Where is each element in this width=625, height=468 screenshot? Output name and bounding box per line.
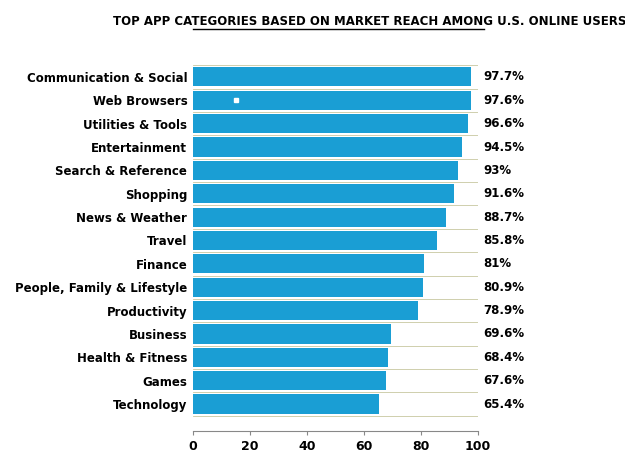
Bar (192, 395, 478, 414)
Bar (192, 395, 379, 414)
Text: 96.6%: 96.6% (484, 117, 525, 130)
Bar (192, 91, 471, 110)
Bar (192, 254, 424, 273)
Bar (192, 278, 478, 297)
Bar (192, 138, 462, 157)
Bar (192, 278, 424, 297)
Text: 94.5%: 94.5% (484, 140, 525, 154)
Bar (192, 324, 391, 344)
Text: 91.6%: 91.6% (484, 187, 524, 200)
Bar (192, 184, 478, 203)
Bar (192, 231, 438, 250)
Text: 81%: 81% (484, 257, 512, 271)
Text: 78.9%: 78.9% (484, 304, 524, 317)
Bar (192, 114, 468, 133)
Bar (192, 254, 478, 273)
Text: 88.7%: 88.7% (484, 211, 524, 224)
Text: 69.6%: 69.6% (484, 328, 525, 340)
Bar (192, 348, 388, 367)
Bar (192, 348, 478, 367)
Text: 67.6%: 67.6% (484, 374, 524, 387)
Bar (192, 207, 478, 227)
Bar (192, 138, 478, 157)
Bar (192, 301, 478, 320)
Bar (192, 114, 478, 133)
Bar (192, 67, 478, 87)
Text: TOP APP CATEGORIES BASED ON MARKET REACH AMONG U.S. ONLINE USERS, 2019: TOP APP CATEGORIES BASED ON MARKET REACH… (113, 15, 625, 28)
Text: 93%: 93% (484, 164, 512, 177)
Bar (192, 301, 418, 320)
Text: 80.9%: 80.9% (484, 281, 524, 294)
Bar (192, 91, 478, 110)
Bar (192, 371, 478, 390)
Bar (192, 67, 471, 87)
Text: 65.4%: 65.4% (484, 398, 525, 410)
Bar (192, 371, 386, 390)
Text: 97.6%: 97.6% (484, 94, 524, 107)
Text: 85.8%: 85.8% (484, 234, 525, 247)
Bar (192, 207, 446, 227)
Bar (192, 184, 454, 203)
Text: 68.4%: 68.4% (484, 351, 525, 364)
Bar (192, 161, 478, 180)
Text: 97.7%: 97.7% (484, 70, 524, 83)
Bar (192, 231, 478, 250)
Bar (192, 324, 478, 344)
Bar (192, 161, 458, 180)
